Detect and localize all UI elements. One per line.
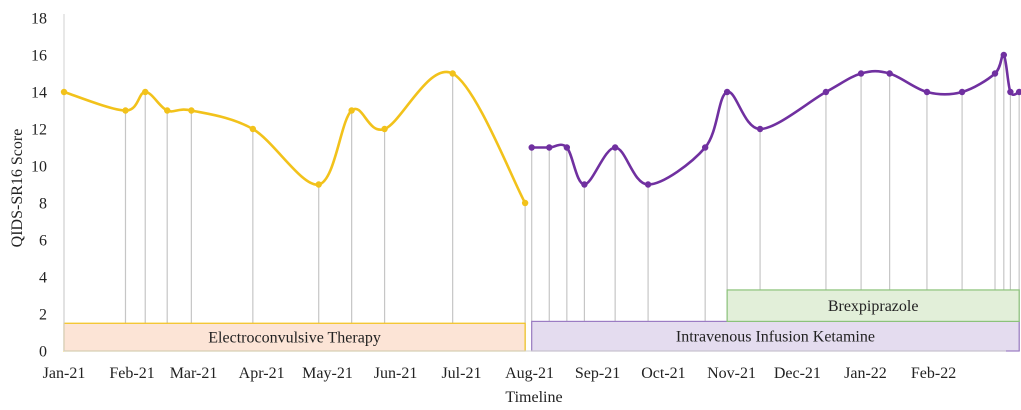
x-tick-label: Aug-21 [505,365,554,382]
x-tick-label: Jun-21 [374,365,418,382]
treatment-bands: Electroconvulsive Therapy Intravenous Inf… [63,289,1020,352]
data-points [60,51,1021,207]
data-point [991,70,999,77]
series-line [530,53,1021,186]
y-tick-label: 12 [31,122,47,139]
data-point [188,107,195,114]
data-point [756,125,764,133]
data-point [723,88,731,96]
data-point [1000,51,1008,59]
data-point [249,125,257,133]
y-tick-label: 16 [31,48,47,65]
series-line [62,70,527,205]
axes: 0 2 4 6 8 10 12 14 16 18 Jan-21 Feb-21 Mar-21 Apr-21 M… [31,11,1006,382]
data-point [822,88,830,96]
data-point [142,88,149,96]
data-point [449,70,456,77]
x-axis-title: Timeline [505,389,562,406]
data-point [315,181,322,188]
treatment-band-label: Electroconvulsive Therapy [208,330,381,347]
treatment-band [63,322,526,352]
y-tick-label: 8 [39,196,47,213]
series-lines [62,53,1021,205]
x-tick-label: May-21 [302,365,353,382]
data-point [60,88,68,96]
data-point [701,144,709,151]
x-tick-label: Jan-21 [43,365,86,382]
y-tick-label: 0 [39,344,47,361]
data-point [528,144,535,151]
treatment-band-label: Intravenous Infusion Ketamine [676,329,875,346]
data-point [122,107,129,114]
x-tick-label: Jul-21 [441,365,481,382]
x-tick-label: Sep-21 [575,365,620,382]
y-tick-label: 4 [39,270,47,287]
y-axis-title: QIDS-SR16 Score [9,129,26,248]
treatment-band [726,289,1020,323]
data-point [381,125,388,133]
x-tick-label: Oct-21 [641,365,685,382]
data-point [164,107,171,114]
y-tick-label: 10 [31,159,47,176]
data-point [546,144,553,151]
y-tick-label: 2 [39,307,47,324]
data-point [581,181,588,188]
x-tick-label: Apr-21 [239,365,285,382]
data-point [857,70,865,77]
treatment-band [531,320,1020,352]
y-tick-label: 14 [31,85,47,102]
y-tick-label: 18 [31,11,47,28]
data-point [958,88,966,96]
data-point [563,144,571,151]
treatment-band-label: Brexpiprazole [828,298,919,315]
x-tick-label: Mar-21 [170,365,218,382]
data-point [923,88,931,96]
data-point [348,107,355,114]
data-point [644,181,652,188]
data-point [1007,88,1014,96]
data-point [1015,88,1021,96]
data-point [611,144,619,151]
y-tick-label: 6 [39,233,47,250]
x-tick-label: Nov-21 [707,365,756,382]
x-tick-label: Feb-21 [109,365,154,382]
data-point [886,70,893,77]
x-tick-label: Dec-21 [774,365,821,382]
data-point [521,199,529,207]
x-tick-label: Jan-22 [844,365,887,382]
x-tick-label: Feb-22 [911,365,956,382]
